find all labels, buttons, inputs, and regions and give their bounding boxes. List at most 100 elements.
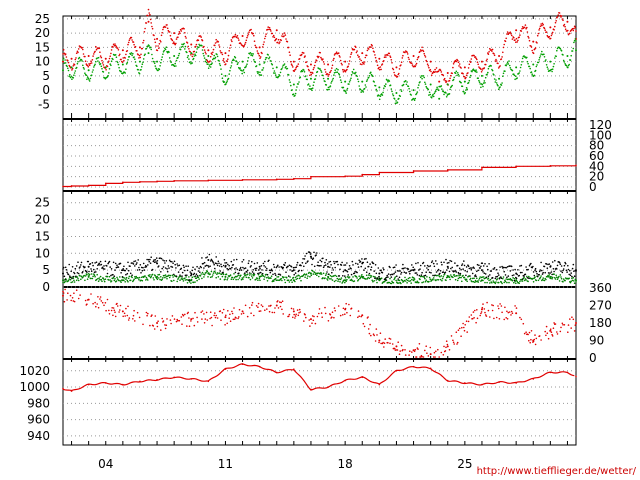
temperature-point	[139, 56, 142, 59]
temperature-point	[222, 58, 225, 60]
wind-mean-point	[329, 274, 332, 277]
wind-gust-point	[441, 263, 443, 266]
wind-mean-point	[390, 282, 393, 285]
dew-point-point	[383, 87, 385, 89]
dew-point-point	[243, 71, 246, 74]
wind-mean-point	[272, 280, 275, 283]
dew-point-point	[538, 59, 540, 61]
temperature-point	[62, 49, 65, 51]
pressure-point	[139, 380, 141, 383]
temperature-point	[463, 76, 466, 78]
dew-point-point	[521, 57, 524, 60]
wind-direction-point	[297, 314, 300, 317]
wind-direction-point	[255, 305, 258, 307]
wind-gust-point	[253, 262, 256, 265]
wind-gust-key-point	[121, 269, 124, 272]
wind-direction-point	[114, 315, 117, 318]
wind-gust-point	[556, 268, 558, 270]
wind-gust-point	[303, 265, 305, 268]
wind-gust-point	[405, 272, 408, 274]
wind-direction-key-point	[480, 308, 483, 311]
wind-gust-point	[172, 262, 174, 265]
temperature-point	[449, 77, 451, 80]
wind-gust-point	[528, 264, 531, 267]
temperature-point	[99, 51, 101, 53]
dew-point-point	[355, 71, 357, 74]
pressure-point	[62, 387, 64, 390]
wind-gust-point	[261, 269, 263, 271]
wind-direction-point	[296, 309, 299, 311]
wind-mean-point	[275, 279, 278, 282]
wind-direction-point	[321, 316, 324, 319]
wind-mean-point	[90, 273, 93, 275]
wind-direction-point	[498, 318, 501, 320]
wind-gust-point	[407, 268, 410, 270]
temperature-point	[561, 18, 564, 20]
wind-direction-point	[368, 332, 371, 335]
dew-point-point	[514, 78, 516, 81]
wind-mean-point	[237, 278, 239, 281]
wind-gust-point	[353, 272, 356, 275]
dew-point-point	[479, 83, 482, 85]
temperature-point	[376, 61, 378, 63]
wind-gust-point	[534, 269, 536, 272]
dew-point-point	[451, 84, 454, 87]
wind-direction-point	[156, 325, 159, 328]
wind-mean-point	[225, 273, 228, 276]
wind-gust-point	[423, 275, 426, 277]
wind-gust-point	[102, 268, 105, 270]
dew-point-point	[359, 88, 362, 91]
temperature-point	[355, 46, 357, 48]
wind-gust-point	[495, 276, 497, 278]
temperature-point	[493, 54, 496, 57]
wind-mean-point	[184, 279, 187, 281]
temperature-point	[161, 31, 163, 34]
wind-mean-point	[436, 278, 438, 281]
dew-point-point	[454, 72, 457, 74]
wind-gust-point	[419, 268, 421, 270]
wind-gust-point	[331, 271, 333, 274]
wind-gust-point	[96, 268, 98, 270]
wind-gust-point	[505, 266, 508, 269]
wind-mean-point	[559, 274, 562, 276]
credit-link[interactable]: http://www.tiefflieger.de/wetter/	[477, 466, 637, 477]
wind-mean-point	[106, 275, 109, 278]
wind-gust-point	[458, 267, 461, 270]
x-tick-label: 11	[218, 457, 233, 471]
wind-mean-point	[251, 277, 254, 279]
wind-direction-point	[373, 334, 376, 337]
wind-direction-point	[271, 311, 274, 314]
temperature-point	[283, 32, 286, 34]
wind-mean-point	[326, 279, 329, 281]
wind-direction-point	[250, 312, 252, 315]
wind-gust-point	[526, 268, 528, 271]
pressure-line	[62, 363, 575, 392]
wind-gust-point	[500, 277, 503, 280]
wind-gust-point	[488, 263, 490, 265]
dew-point-point	[236, 63, 239, 65]
wind-mean-point	[333, 280, 336, 283]
dew-point-point	[283, 63, 286, 65]
wind-mean-point	[339, 281, 341, 283]
wind-gust-point	[301, 262, 304, 264]
temperature-point	[406, 53, 409, 55]
wind-mean-point	[439, 278, 442, 281]
wind-direction-point	[303, 320, 305, 322]
wind-direction-point	[292, 308, 295, 310]
temperature-y-tick-label: 5	[42, 69, 50, 83]
wind-gust-point	[71, 266, 74, 268]
dew-point-point	[483, 80, 486, 82]
wind-direction-point	[86, 303, 88, 306]
dew-point-point	[74, 70, 77, 72]
wind-gust-point	[244, 272, 246, 274]
wind-direction-point	[192, 317, 194, 320]
wind-mean-point	[318, 275, 320, 278]
dew-point-point	[332, 77, 335, 80]
temperature-point	[495, 58, 497, 61]
wind-mean-point	[86, 274, 88, 276]
dew-point-key-point	[258, 63, 261, 66]
dew-point-point	[97, 60, 99, 62]
wind-gust-point	[152, 260, 155, 263]
dew-point-point	[543, 53, 545, 56]
dew-point-point	[237, 62, 239, 64]
